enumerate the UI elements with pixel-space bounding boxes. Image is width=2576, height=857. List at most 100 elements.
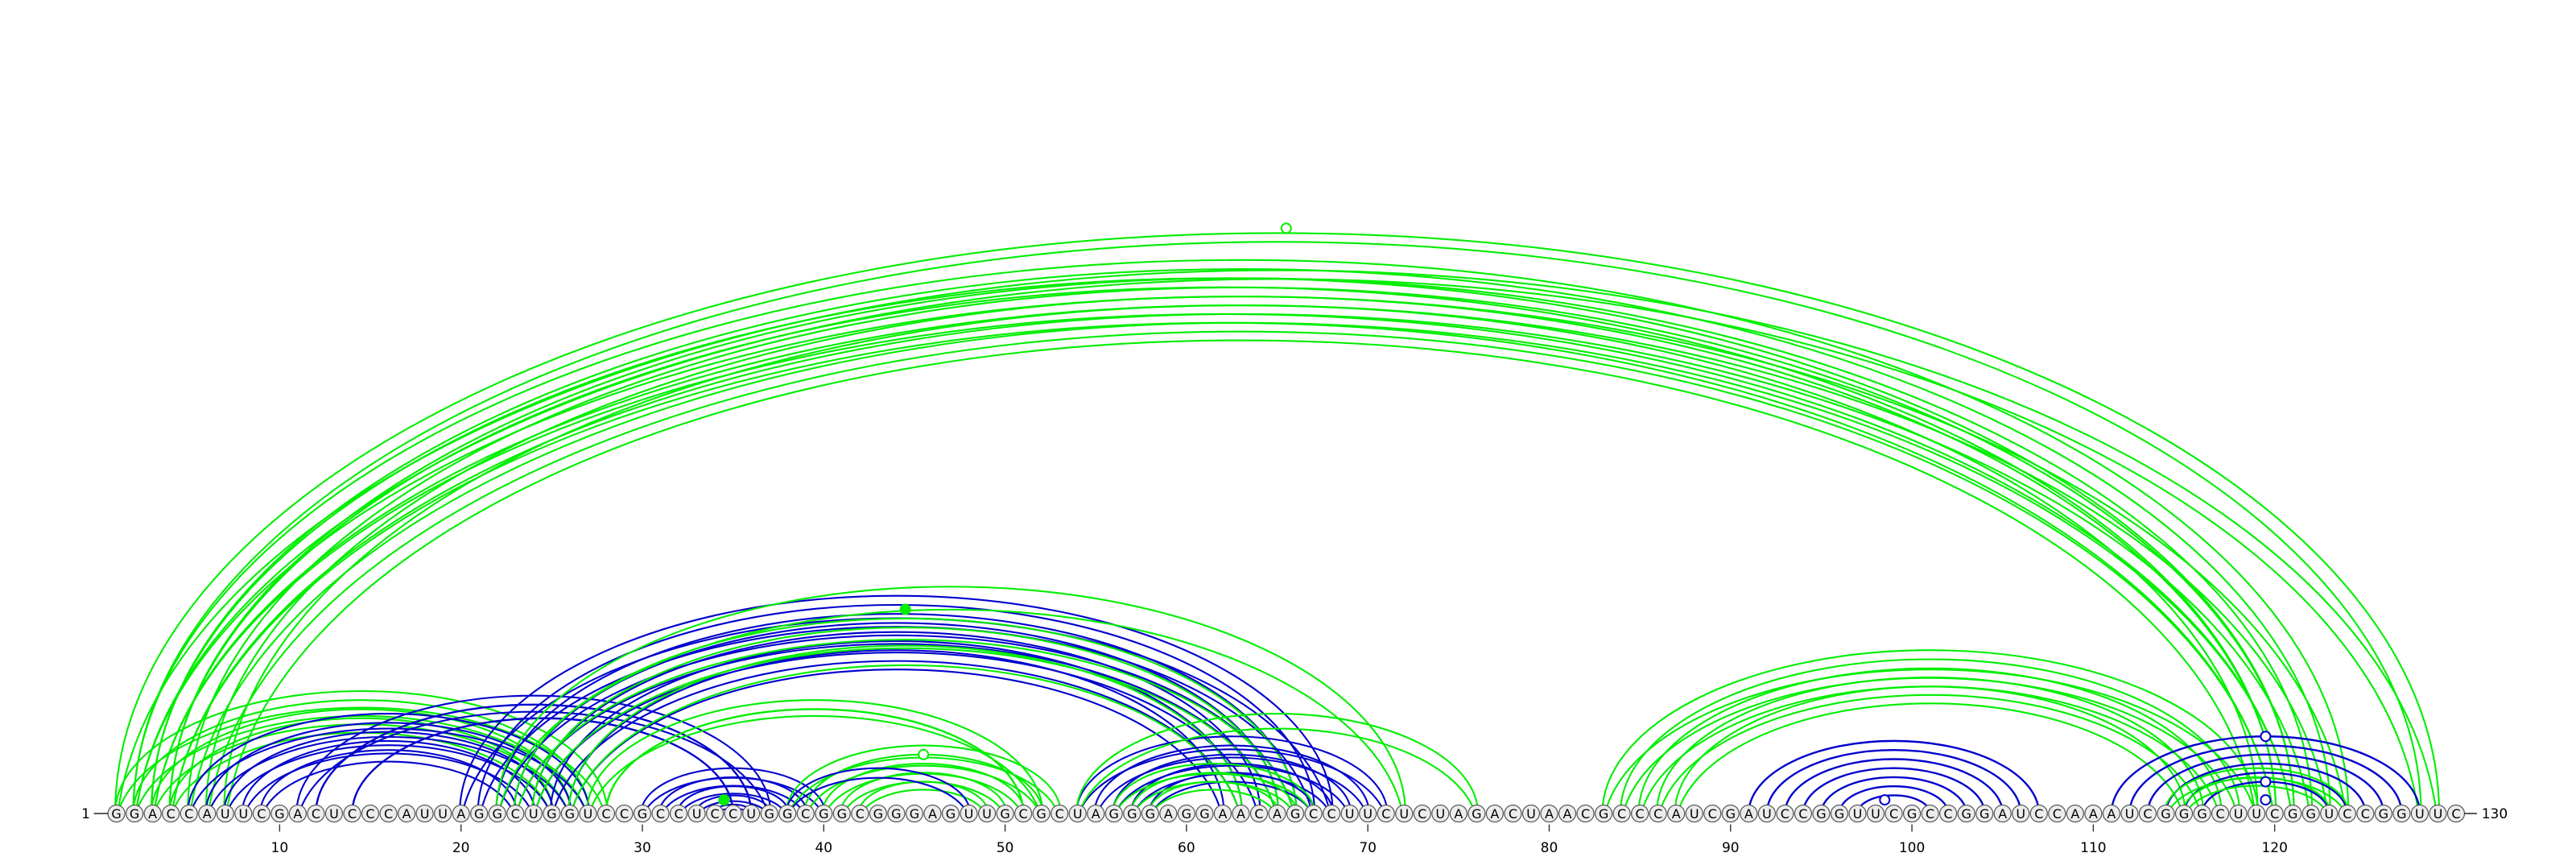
nucleotide-letter: A bbox=[1563, 806, 1572, 822]
nucleotide-circle bbox=[1359, 804, 1377, 823]
helix-20-arc bbox=[1129, 772, 1298, 814]
nucleotide-circle bbox=[815, 804, 833, 823]
nucleotide-circle bbox=[560, 804, 579, 823]
helix-21-arc bbox=[1674, 685, 2186, 814]
nucleotide-circle bbox=[1558, 804, 1577, 823]
arc-marker bbox=[2260, 794, 2272, 806]
marker-layer bbox=[718, 222, 2272, 806]
nucleotide-letter: G bbox=[2288, 806, 2297, 822]
nucleotide-circle bbox=[324, 804, 344, 823]
helix-7-arc bbox=[315, 703, 753, 814]
nucleotide-circle bbox=[361, 804, 380, 823]
nucleotide-circle bbox=[1104, 804, 1123, 823]
helix-2-arc bbox=[223, 304, 2259, 814]
nucleotide-circle bbox=[996, 804, 1014, 823]
nucleotide-circle bbox=[1468, 804, 1486, 823]
helix-5-arc bbox=[241, 739, 536, 814]
nucleotide-circle bbox=[2301, 804, 2320, 823]
nucleotide-circle bbox=[2211, 804, 2230, 823]
ruler-tick-label: 50 bbox=[997, 840, 1014, 856]
nucleotide-letter: G bbox=[764, 806, 774, 822]
helix-4-arc bbox=[132, 699, 591, 814]
helix-21-arc bbox=[1676, 702, 2184, 814]
nucleotide-circle bbox=[1087, 804, 1105, 823]
helix-21-arc bbox=[1656, 676, 2205, 814]
nucleotide-circle bbox=[1939, 804, 1958, 823]
nucleotide-circle bbox=[1449, 804, 1468, 823]
helix-17-arc bbox=[785, 767, 972, 814]
nucleotide-letter: C bbox=[1055, 806, 1064, 822]
nucleotide-circle bbox=[1649, 804, 1667, 823]
nucleotide-letter: G bbox=[638, 806, 647, 822]
nucleotide-circle bbox=[1521, 804, 1541, 823]
nucleotide-letter: G bbox=[1599, 806, 1608, 822]
nucleotide-letter: C bbox=[1254, 806, 1263, 822]
nucleotide-letter: G bbox=[2379, 806, 2388, 822]
nucleotide-circle bbox=[1576, 804, 1595, 823]
nucleotide-letter: A bbox=[928, 806, 937, 822]
nucleotide-circle bbox=[2029, 804, 2048, 823]
arc-marker bbox=[2260, 731, 2272, 743]
nucleotide-letter: C bbox=[1509, 806, 1517, 822]
ruler-tick-label: 20 bbox=[452, 840, 470, 856]
nucleotide-letter: G bbox=[565, 806, 575, 822]
helix-21-arc bbox=[1604, 669, 2256, 814]
helix-3-arc bbox=[153, 313, 2293, 814]
helix-5-arc bbox=[262, 760, 515, 814]
nucleotide-letter: C bbox=[1926, 806, 1934, 822]
nucleotide-circle bbox=[2429, 804, 2447, 823]
nucleotide-circle bbox=[923, 804, 942, 823]
nucleotide-letter: G bbox=[1036, 806, 1046, 822]
nucleotide-circle bbox=[2084, 804, 2103, 823]
nucleotide-circle bbox=[869, 804, 887, 823]
helix-15-arc bbox=[640, 767, 826, 814]
nucleotide-circle bbox=[216, 804, 234, 823]
nucleotide-circle bbox=[397, 804, 416, 823]
nucleotide-circle bbox=[1068, 804, 1087, 823]
nucleotide-letter: U bbox=[2252, 806, 2261, 822]
nucleotide-circle bbox=[1340, 804, 1359, 823]
nucleotide-letter: A bbox=[1545, 806, 1554, 822]
nucleotide-circle bbox=[2012, 804, 2030, 823]
nucleotide-circle bbox=[724, 804, 742, 823]
nucleotide-circle bbox=[270, 804, 289, 823]
nucleotide-letter: U bbox=[1526, 806, 1536, 822]
ruler-tick-label: 110 bbox=[2080, 840, 2106, 856]
nucleotide-circle bbox=[1249, 804, 1269, 823]
nucleotide-letter: A bbox=[293, 806, 302, 822]
nucleotide-circle bbox=[452, 804, 470, 823]
nucleotide-letter: G bbox=[2179, 806, 2189, 822]
arc-marker bbox=[1280, 222, 1292, 234]
helix-14-arc bbox=[605, 708, 1025, 814]
helix-15-arc bbox=[676, 785, 790, 814]
nucleotide-circle bbox=[2066, 804, 2084, 823]
nucleotide-circle bbox=[1413, 804, 1431, 823]
nucleotide-circle bbox=[887, 804, 906, 823]
nucleotide-circle bbox=[1830, 804, 1849, 823]
nucleotide-letter: U bbox=[1073, 806, 1083, 822]
helix-4-arc bbox=[114, 689, 609, 814]
helix-20-arc bbox=[1112, 763, 1316, 814]
nucleotide-letter: C bbox=[312, 806, 320, 822]
helix-21-arc bbox=[1658, 693, 2202, 814]
nucleotide-letter: C bbox=[365, 806, 374, 822]
nucleotide-circle bbox=[379, 804, 398, 823]
nucleotide-circle bbox=[1431, 804, 1450, 823]
nucleotide-circle bbox=[2284, 804, 2302, 823]
nucleotide-circle bbox=[1902, 804, 1922, 823]
helix-5-arc bbox=[187, 713, 591, 814]
nucleotide-circle bbox=[1159, 804, 1178, 823]
nucleotide-circle bbox=[506, 804, 525, 823]
nucleotide-letter: C bbox=[1781, 806, 1790, 822]
nucleotide-letter: G bbox=[1127, 806, 1137, 822]
helix-16-arc bbox=[785, 744, 1062, 814]
helix-22-arc bbox=[1765, 748, 2022, 814]
nucleotide-circle bbox=[1304, 804, 1323, 823]
nucleotide-circle bbox=[1232, 804, 1250, 823]
helix-22-arc bbox=[1802, 767, 1986, 814]
nucleotide-circle bbox=[543, 804, 561, 823]
helix-18-arc bbox=[1075, 735, 1389, 814]
nucleotide-letter: G bbox=[1146, 806, 1155, 822]
nucleotide-circle bbox=[162, 804, 180, 823]
